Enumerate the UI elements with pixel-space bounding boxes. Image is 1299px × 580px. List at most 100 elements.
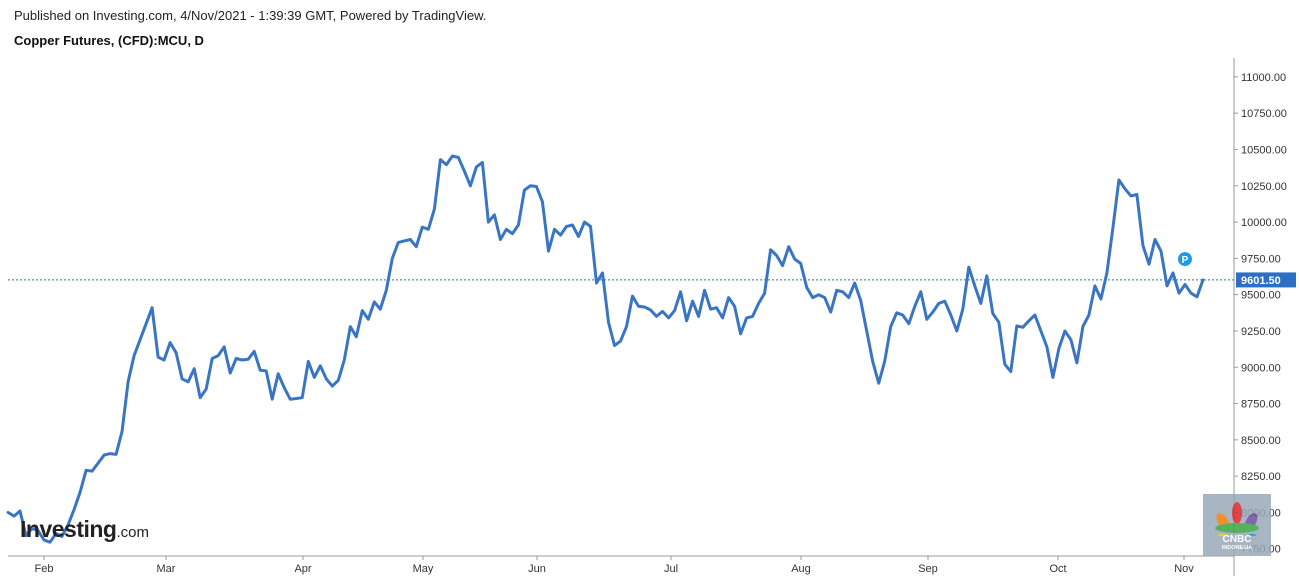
data-point: [115, 453, 118, 456]
data-point: [667, 316, 670, 319]
data-point: [1160, 250, 1163, 253]
data-point: [355, 335, 358, 338]
data-point: [439, 158, 442, 161]
data-point: [127, 380, 130, 383]
data-point: [907, 322, 910, 325]
data-point: [421, 226, 424, 229]
data-point: [373, 300, 376, 303]
data-point: [151, 306, 154, 309]
data-point: [931, 311, 934, 314]
data-point: [955, 330, 958, 333]
data-point: [1117, 179, 1120, 182]
cnbc-label: CNBC: [1222, 534, 1252, 545]
data-point: [937, 302, 940, 305]
data-point: [673, 309, 676, 312]
data-point: [481, 161, 484, 164]
data-point: [1063, 330, 1066, 333]
data-point: [1087, 314, 1090, 317]
data-point: [1099, 298, 1102, 301]
data-point: [415, 245, 418, 248]
data-point: [349, 325, 352, 328]
data-point: [139, 338, 142, 341]
data-point: [775, 254, 778, 257]
x-tick-label: Feb: [35, 563, 54, 575]
data-point: [1190, 292, 1193, 295]
data-point: [919, 290, 922, 293]
data-point: [1129, 194, 1132, 197]
data-point: [949, 314, 952, 317]
data-point: [709, 308, 712, 311]
data-point: [133, 354, 136, 357]
x-tick-label: Nov: [1174, 563, 1194, 575]
data-point: [211, 357, 214, 360]
data-point: [889, 325, 892, 328]
data-point: [103, 454, 106, 457]
data-point: [1033, 314, 1036, 317]
data-point: [727, 296, 730, 299]
p-marker[interactable]: [1177, 252, 1192, 267]
x-tick-label: Oct: [1049, 563, 1066, 575]
data-point: [1009, 370, 1012, 373]
data-point: [391, 257, 394, 260]
data-point: [763, 292, 766, 295]
data-point: [241, 359, 244, 362]
data-point: [1093, 284, 1096, 287]
data-point: [487, 221, 490, 224]
data-point: [595, 282, 598, 285]
data-point: [445, 163, 448, 166]
data-point: [193, 367, 196, 370]
data-point: [643, 306, 646, 309]
data-point: [1154, 238, 1157, 241]
x-tick-label: May: [413, 563, 434, 575]
data-point: [469, 184, 472, 187]
p-marker-label: P: [1182, 255, 1189, 266]
data-point: [295, 397, 298, 400]
data-point: [739, 332, 742, 335]
data-point: [313, 376, 316, 379]
data-point: [13, 515, 16, 518]
data-point: [463, 170, 466, 173]
data-point: [475, 165, 478, 168]
data-point: [499, 238, 502, 241]
data-point: [913, 305, 916, 308]
data-point: [655, 315, 658, 318]
data-point: [1135, 193, 1138, 196]
data-point: [883, 360, 886, 363]
data-point: [781, 264, 784, 267]
data-point: [265, 369, 268, 372]
data-point: [877, 382, 880, 385]
data-point: [1051, 376, 1054, 379]
data-point: [799, 262, 802, 265]
data-point: [289, 398, 292, 401]
data-point: [1148, 263, 1151, 266]
data-point: [1069, 338, 1072, 341]
data-point: [691, 300, 694, 303]
data-point: [19, 510, 22, 513]
data-point: [1166, 284, 1169, 287]
price-series-line: [6, 154, 1205, 544]
data-point: [361, 309, 364, 312]
data-point: [685, 319, 688, 322]
y-tick-label: 9500.00: [1241, 290, 1281, 302]
data-point: [409, 238, 412, 241]
peacock-icon: [1215, 502, 1259, 547]
data-point: [541, 200, 544, 203]
data-point: [787, 245, 790, 248]
cnbc-indonesia-logo: CNBC INDONESIA: [1203, 494, 1271, 556]
y-tick-label: 8750.00: [1241, 399, 1281, 411]
x-tick-label: Apr: [294, 563, 311, 575]
x-tick-label: Mar: [157, 563, 176, 575]
data-point: [547, 250, 550, 253]
data-point: [601, 271, 604, 274]
data-point: [73, 508, 76, 511]
data-point: [343, 359, 346, 362]
data-point: [769, 248, 772, 251]
data-point: [523, 189, 526, 192]
data-point: [985, 274, 988, 277]
y-tick-label: 10750.00: [1241, 108, 1287, 120]
data-point: [865, 330, 868, 333]
data-point: [91, 470, 94, 473]
data-point: [1075, 361, 1078, 364]
data-point: [271, 398, 274, 401]
